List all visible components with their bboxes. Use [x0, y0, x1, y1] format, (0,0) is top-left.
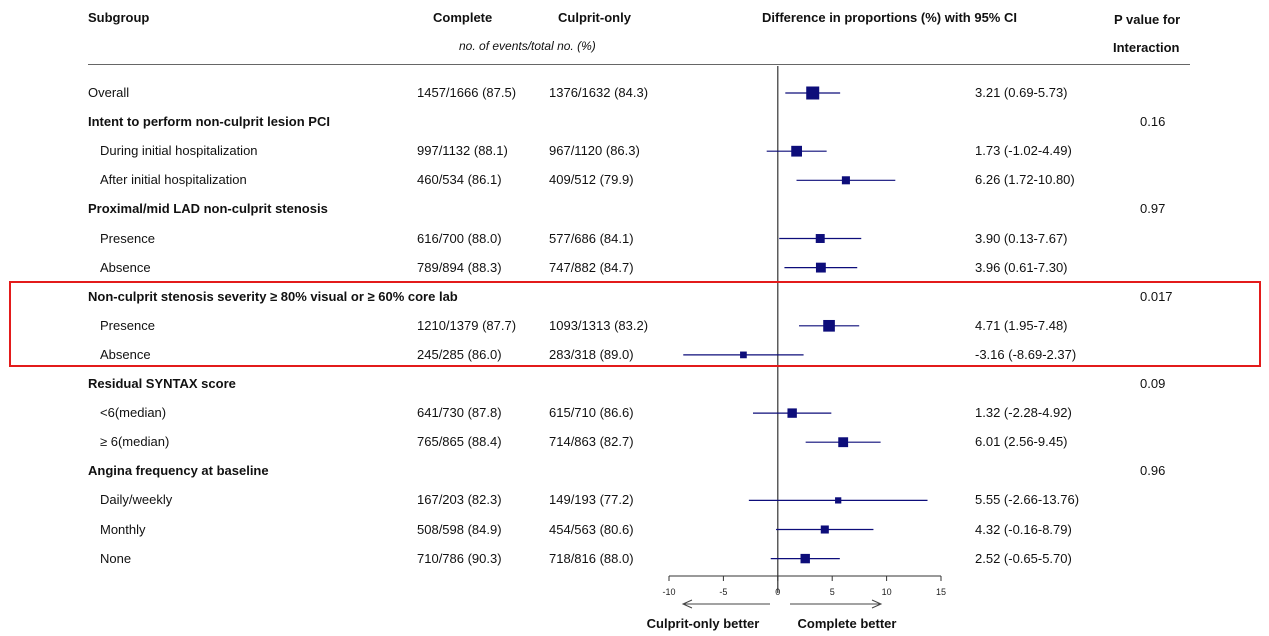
complete-value: 245/285 (86.0)	[417, 347, 502, 362]
culprit-only-value: 967/1120 (86.3)	[549, 143, 640, 158]
header-subgroup: Subgroup	[88, 10, 150, 25]
point-estimate-marker	[806, 86, 820, 100]
culprit-only-value: 454/563 (80.6)	[549, 522, 634, 537]
header-divider	[88, 64, 1190, 65]
complete-value: 765/865 (88.4)	[417, 434, 502, 449]
p-interaction-value: 0.09	[1140, 376, 1166, 391]
p-interaction-value: 0.96	[1140, 463, 1166, 478]
point-estimate-marker	[791, 145, 802, 157]
difference-ci-value: -3.16 (-8.69-2.37)	[975, 347, 1077, 362]
x-axis-tick-label: 10	[882, 587, 892, 597]
subgroup-label: During initial hospitalization	[100, 143, 258, 158]
difference-ci-value: 3.21 (0.69-5.73)	[975, 85, 1068, 100]
header-p-value: P value for	[1114, 12, 1181, 27]
difference-ci-value: 3.90 (0.13-7.67)	[975, 231, 1068, 246]
subgroup-label: Daily/weekly	[100, 492, 173, 507]
p-interaction-value: 0.017	[1140, 289, 1173, 304]
point-estimate-marker	[815, 234, 825, 243]
culprit-only-better-label: Culprit-only better	[647, 616, 760, 631]
header-difference: Difference in proportions (%) with 95% C…	[762, 10, 1017, 25]
x-axis-tick-label: 0	[775, 587, 780, 597]
culprit-only-value: 283/318 (89.0)	[549, 347, 634, 362]
header-interaction: Interaction	[1113, 40, 1180, 55]
culprit-only-value: 1376/1632 (84.3)	[549, 85, 649, 100]
complete-value: 997/1132 (88.1)	[417, 143, 508, 158]
subgroup-label: Presence	[100, 231, 155, 246]
x-axis-tick-label: -5	[719, 587, 727, 597]
x-axis-tick-label: -10	[662, 587, 675, 597]
point-estimate-marker	[820, 525, 829, 534]
difference-ci-value: 3.96 (0.61-7.30)	[975, 260, 1068, 275]
point-estimate-marker	[815, 262, 826, 273]
point-estimate-marker	[838, 437, 849, 448]
header-events-note: no. of events/total no. (%)	[459, 39, 596, 53]
subgroup-label: <6(median)	[100, 405, 167, 420]
subgroup-label: Presence	[100, 318, 155, 333]
culprit-only-value: 1093/1313 (83.2)	[549, 318, 649, 333]
difference-ci-value: 5.55 (-2.66-13.76)	[975, 492, 1080, 507]
subgroup-label: After initial hospitalization	[100, 172, 247, 187]
point-estimate-marker	[823, 319, 835, 332]
point-estimate-marker	[841, 176, 850, 185]
complete-better-label: Complete better	[798, 616, 897, 631]
difference-ci-value: 6.01 (2.56-9.45)	[975, 434, 1068, 449]
group-label: Non-culprit stenosis severity ≥ 80% visu…	[88, 289, 458, 304]
culprit-only-value: 747/882 (84.7)	[549, 260, 634, 275]
difference-ci-value: 6.26 (1.72-10.80)	[975, 172, 1075, 187]
point-estimate-marker	[800, 553, 810, 564]
culprit-only-value: 149/193 (77.2)	[549, 492, 634, 507]
subgroup-label: Absence	[100, 347, 151, 362]
p-interaction-value: 0.97	[1140, 201, 1166, 216]
complete-value: 1457/1666 (87.5)	[417, 85, 517, 100]
difference-ci-value: 2.52 (-0.65-5.70)	[975, 551, 1072, 566]
culprit-only-value: 718/816 (88.0)	[549, 551, 634, 566]
subgroup-label: Absence	[100, 260, 151, 275]
highlight-box	[9, 281, 1261, 367]
complete-value: 616/700 (88.0)	[417, 231, 502, 246]
complete-value: 508/598 (84.9)	[417, 522, 502, 537]
subgroup-label: ≥ 6(median)	[100, 434, 170, 449]
culprit-only-value: 615/710 (86.6)	[549, 405, 634, 420]
difference-ci-value: 1.73 (-1.02-4.49)	[975, 143, 1072, 158]
x-axis-tick-label: 5	[830, 587, 835, 597]
p-interaction-value: 0.16	[1140, 114, 1166, 129]
complete-value: 641/730 (87.8)	[417, 405, 502, 420]
culprit-only-value: 714/863 (82.7)	[549, 434, 634, 449]
subgroup-label: None	[100, 551, 132, 566]
complete-value: 460/534 (86.1)	[417, 172, 502, 187]
culprit-only-value: 409/512 (79.9)	[549, 172, 634, 187]
difference-ci-value: 4.32 (-0.16-8.79)	[975, 522, 1072, 537]
culprit-only-value: 577/686 (84.1)	[549, 231, 634, 246]
point-estimate-marker	[740, 351, 747, 359]
group-label: Intent to perform non-culprit lesion PCI	[88, 114, 330, 129]
x-axis-tick-label: 15	[936, 587, 946, 597]
group-label: Residual SYNTAX score	[88, 376, 236, 391]
complete-value: 1210/1379 (87.7)	[417, 318, 517, 333]
difference-ci-value: 4.71 (1.95-7.48)	[975, 318, 1068, 333]
difference-ci-value: 1.32 (-2.28-4.92)	[975, 405, 1072, 420]
point-estimate-marker	[835, 497, 842, 504]
complete-value: 167/203 (82.3)	[417, 492, 502, 507]
complete-better-arrowhead	[871, 599, 883, 609]
subgroup-label: Monthly	[100, 522, 146, 537]
complete-value: 789/894 (88.3)	[417, 260, 502, 275]
header-complete: Complete	[433, 10, 493, 25]
point-estimate-marker	[787, 408, 797, 418]
complete-value: 710/786 (90.3)	[417, 551, 502, 566]
culprit-only-better-arrowhead	[681, 599, 693, 609]
group-label: Angina frequency at baseline	[88, 463, 269, 478]
group-label: Proximal/mid LAD non-culprit stenosis	[88, 201, 328, 216]
header-culprit-only: Culprit-only	[558, 10, 631, 25]
subgroup-label: Overall	[88, 85, 130, 100]
